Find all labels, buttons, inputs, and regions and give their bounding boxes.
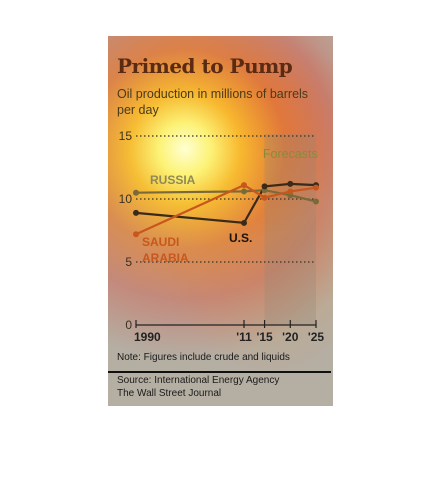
y-tick-label: 15: [119, 129, 133, 143]
data-point: [241, 219, 247, 226]
chart-note: Note: Figures include crude and liquids: [117, 352, 290, 363]
data-point: [287, 188, 294, 195]
y-tick-label: 10: [119, 192, 133, 206]
chart-card: Primed to Pump Oil production in million…: [108, 36, 333, 406]
data-point: [241, 188, 247, 195]
data-point: [133, 231, 139, 238]
series-label: SAUDI: [142, 235, 179, 249]
source-block: Source: International Energy Agency The …: [117, 374, 279, 400]
publisher-line: The Wall Street Journal: [117, 388, 222, 399]
source-line: Source: International Energy Agency: [117, 375, 280, 386]
chart-title: Primed to Pump: [117, 54, 293, 78]
forecast-label: Forecasts: [263, 147, 318, 161]
data-point: [313, 184, 319, 191]
data-point: [313, 198, 319, 205]
series-label: ARABIA: [142, 251, 189, 265]
divider: [108, 371, 331, 373]
x-tick-label: '20: [282, 330, 299, 344]
series-label: U.S.: [229, 231, 252, 245]
x-tick-label: '15: [256, 330, 273, 344]
data-point: [261, 183, 268, 190]
forecast-region: [264, 134, 316, 325]
chart-subtitle: Oil production in millions of barrels pe…: [117, 87, 309, 117]
data-point: [133, 209, 139, 216]
y-tick-label: 5: [125, 255, 132, 269]
y-tick-label: 0: [125, 318, 132, 332]
line-chart: 0 5 10 15 1990 '11 '15 '20 '25 Forecasts RUSSIA U.…: [119, 129, 325, 344]
data-point: [261, 194, 268, 201]
data-point: [287, 180, 294, 187]
data-point: [241, 182, 247, 189]
x-tick-label: '11: [236, 330, 252, 344]
x-tick-label: '25: [308, 330, 325, 344]
series-label: RUSSIA: [150, 173, 196, 187]
data-point: [133, 189, 139, 196]
x-tick-label: 1990: [134, 330, 161, 344]
